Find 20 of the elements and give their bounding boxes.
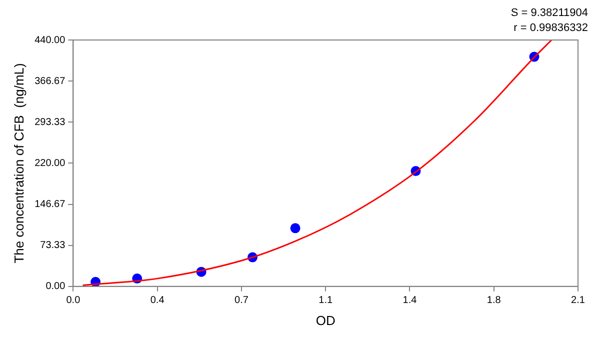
y-tick-label: 366.67 (34, 76, 66, 87)
x-tick-label: 1.8 (486, 295, 502, 306)
y-axis-title: The concentration of CFB (ng/mL) (11, 63, 26, 264)
x-tick-label: 1.1 (318, 295, 333, 306)
x-axis-title: OD (316, 312, 336, 328)
line-series (82, 40, 552, 286)
y-tick-label: 220.00 (34, 158, 66, 169)
x-tick-label: 0.0 (66, 295, 81, 306)
y-tick-label: 440.00 (34, 34, 66, 46)
y-tick-label: 0.00 (46, 281, 66, 292)
x-tick-label: 2.1 (571, 295, 586, 306)
y-tick-label: 73.33 (40, 240, 66, 252)
y-tick-label: 146.67 (34, 199, 66, 210)
x-tick-label: 0.4 (150, 295, 165, 306)
y-tick-label: 293.33 (34, 116, 66, 128)
text: S = 9.38211904 (510, 6, 588, 21)
text: r = 0.99836332 (512, 21, 588, 36)
point (290, 223, 300, 234)
x-tick-label: 1.4 (402, 295, 418, 306)
x-tick-label: 0.7 (234, 295, 249, 306)
